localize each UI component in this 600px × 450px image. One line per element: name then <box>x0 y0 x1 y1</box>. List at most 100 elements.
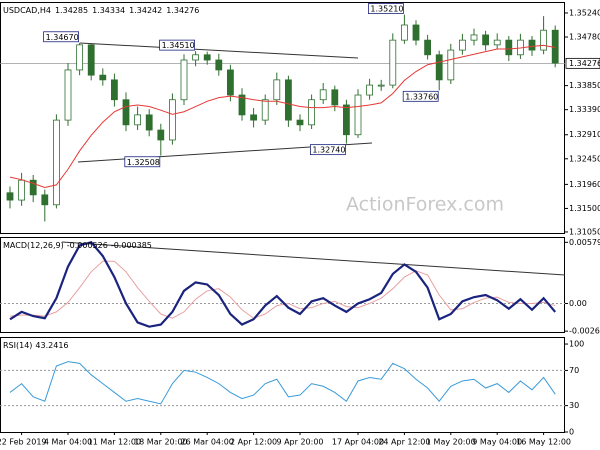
candle-body <box>134 114 142 126</box>
annotation-box <box>43 31 79 43</box>
candle-body <box>540 29 547 51</box>
panel-title-value: -0.000385 <box>111 241 152 250</box>
candle-body <box>111 79 118 101</box>
candle-body <box>424 39 432 56</box>
candle-body <box>505 39 513 56</box>
annotation-label: 1.35210 <box>370 5 403 14</box>
candle-body <box>99 74 107 81</box>
y-tick-label: 0 <box>569 428 574 437</box>
candle-body <box>157 129 165 141</box>
annotation-label: 1.32508 <box>127 158 160 167</box>
candle-body <box>366 84 374 96</box>
panel-title-value: -0.000526 <box>67 241 108 250</box>
x-tick-label: 11 Mar 12:00 <box>88 438 141 447</box>
candle-body <box>261 99 269 121</box>
x-tick-label: 24 Apr 12:00 <box>378 438 430 447</box>
candle-body <box>64 69 72 121</box>
trend-line <box>61 241 566 276</box>
candle-body <box>41 194 49 206</box>
candle-body <box>319 89 327 101</box>
candle-body <box>412 24 420 41</box>
candle-body <box>296 119 304 126</box>
candle-body <box>226 69 234 96</box>
y-tick-label: 30 <box>569 401 579 410</box>
y-tick-label: 1.33390 <box>569 105 600 114</box>
candle-body <box>470 34 478 41</box>
header-value: 1.34242 <box>129 6 162 15</box>
candle-body <box>308 99 316 126</box>
x-tick-label: 2 Apr 12:00 <box>230 438 277 447</box>
x-tick-label: 22 Feb 2019 <box>0 438 46 447</box>
x-tick-label: 4 Mar 04:00 <box>44 438 92 447</box>
candle-body <box>354 94 362 136</box>
y-tick-label: 1.31500 <box>569 204 600 213</box>
candle-body <box>458 39 466 51</box>
candle-body <box>400 24 408 41</box>
y-tick-label: 0.00 <box>569 299 587 308</box>
panel-title: RSI(14) 43.2416 <box>3 341 69 350</box>
y-tick-label: 1.33850 <box>569 81 600 90</box>
candle-body <box>482 34 490 46</box>
x-tick-label: 26 Mar 04:00 <box>180 438 233 447</box>
candle-body <box>342 104 350 136</box>
last-price-box <box>565 57 600 69</box>
trend-line <box>79 42 359 59</box>
candle-body <box>447 49 455 81</box>
y-tick-label: 1.35240 <box>569 8 600 17</box>
candle-body <box>145 114 153 131</box>
y-tick-label: 1.31050 <box>569 227 600 236</box>
header-value: 1.34276 <box>166 6 199 15</box>
y-tick-label: 0.005796 <box>569 238 600 247</box>
macd-line <box>9 241 557 328</box>
panel-title-name: MACD(12,26,9) <box>3 241 64 250</box>
candle-body <box>76 44 83 71</box>
moving-average <box>9 44 556 189</box>
annotation-box <box>159 39 196 51</box>
y-tick-label: 100 <box>569 340 584 349</box>
y-tick-label: 1.32450 <box>569 154 600 163</box>
x-tick-label: 1 May 20:00 <box>426 438 476 447</box>
annotation-box <box>367 3 404 14</box>
x-tick-label: 17 Apr 04:00 <box>332 438 384 447</box>
x-tick-label: 9 May 04:00 <box>472 438 522 447</box>
candle-body <box>493 39 501 46</box>
candle-body <box>29 179 37 196</box>
rsi-panel <box>0 337 565 433</box>
x-tick-label: 9 Apr 20:00 <box>276 438 323 447</box>
candle-body <box>180 59 188 101</box>
annotation-box <box>124 156 161 168</box>
panel-title-name: RSI(14) <box>3 341 32 350</box>
candle-body <box>250 114 258 121</box>
candle-body <box>215 59 223 71</box>
candle-body <box>389 39 397 86</box>
candle-body <box>377 84 385 87</box>
x-tick-label: 18 Mar 20:00 <box>134 438 187 447</box>
watermark: ActionForex.com <box>346 194 504 216</box>
annotation-box <box>309 144 346 156</box>
macd-panel <box>0 237 565 333</box>
candle-body <box>203 54 211 61</box>
rsi-line <box>9 361 556 405</box>
candle-body <box>435 54 443 81</box>
candle-body <box>238 94 246 116</box>
candle-body <box>284 79 292 121</box>
panel-title: USDCAD,H4 1.34285 1.34334 1.34242 1.34276 <box>3 6 199 15</box>
y-tick-label: 70 <box>569 366 579 375</box>
candle-body <box>273 79 281 101</box>
last-price-label: 1.34276 <box>569 59 600 68</box>
panel-title-value: 43.2416 <box>35 341 68 350</box>
header-value: 1.34334 <box>92 6 125 15</box>
candle-body <box>168 99 176 141</box>
y-tick-label: 1.34780 <box>569 33 600 42</box>
y-tick-label: 1.32910 <box>569 130 600 139</box>
candle-body <box>192 54 200 61</box>
candle-body <box>528 39 536 51</box>
candle-body <box>6 192 14 201</box>
macd-line <box>9 260 556 319</box>
annotation-label: 1.32740 <box>312 146 345 155</box>
price-panel <box>0 2 565 234</box>
candle-body <box>87 44 95 76</box>
candle-body <box>18 179 26 201</box>
y-tick-label: 1.31960 <box>569 180 600 189</box>
